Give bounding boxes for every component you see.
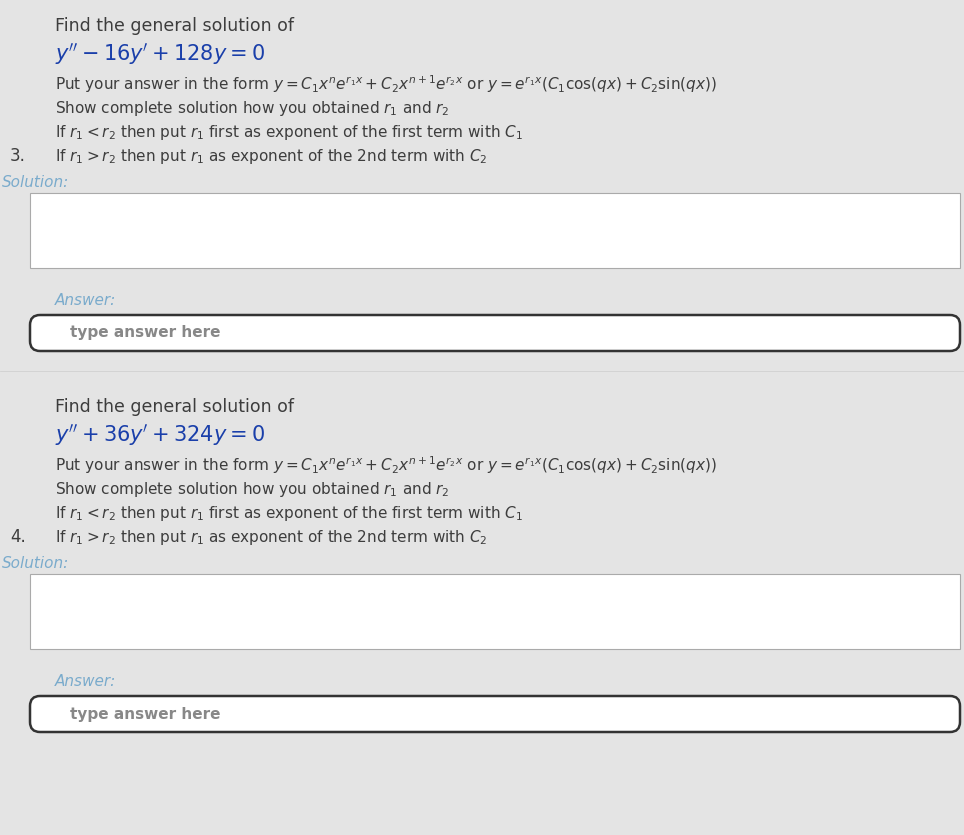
- FancyBboxPatch shape: [30, 574, 960, 649]
- Text: 4.: 4.: [10, 528, 26, 546]
- Text: If $r_1 < r_2$ then put $r_1$ first as exponent of the first term with $C_1$: If $r_1 < r_2$ then put $r_1$ first as e…: [55, 123, 523, 142]
- Text: If $r_1 > r_2$ then put $r_1$ as exponent of the 2nd term with $C_2$: If $r_1 > r_2$ then put $r_1$ as exponen…: [55, 528, 488, 547]
- FancyBboxPatch shape: [30, 696, 960, 732]
- Text: Find the general solution of: Find the general solution of: [55, 398, 294, 416]
- Text: 3.: 3.: [10, 147, 26, 165]
- FancyBboxPatch shape: [30, 315, 960, 351]
- Text: Put your answer in the form $y = C_1 x^{n} e^{r_1 x} + C_2 x^{n+1} e^{r_2 x}$ or: Put your answer in the form $y = C_1 x^{…: [55, 73, 717, 94]
- Text: If $r_1 > r_2$ then put $r_1$ as exponent of the 2nd term with $C_2$: If $r_1 > r_2$ then put $r_1$ as exponen…: [55, 147, 488, 166]
- Text: Put your answer in the form $y = C_1 x^{n} e^{r_1 x} + C_2 x^{n+1} e^{r_2 x}$ or: Put your answer in the form $y = C_1 x^{…: [55, 454, 717, 476]
- Text: Solution:: Solution:: [2, 175, 69, 190]
- Text: If $r_1 < r_2$ then put $r_1$ first as exponent of the first term with $C_1$: If $r_1 < r_2$ then put $r_1$ first as e…: [55, 504, 523, 523]
- Text: Answer:: Answer:: [55, 674, 117, 689]
- Text: type answer here: type answer here: [70, 326, 221, 341]
- Text: Solution:: Solution:: [2, 556, 69, 571]
- Text: Find the general solution of: Find the general solution of: [55, 17, 294, 35]
- Text: $y'' - 16y' + 128y = 0$: $y'' - 16y' + 128y = 0$: [55, 41, 265, 67]
- Text: $y'' + 36y' + 324y = 0$: $y'' + 36y' + 324y = 0$: [55, 422, 265, 448]
- Text: Show complete solution how you obtained $r_1$ and $r_2$: Show complete solution how you obtained …: [55, 480, 449, 499]
- Text: Show complete solution how you obtained $r_1$ and $r_2$: Show complete solution how you obtained …: [55, 99, 449, 118]
- Text: type answer here: type answer here: [70, 706, 221, 721]
- FancyBboxPatch shape: [30, 193, 960, 268]
- Text: Answer:: Answer:: [55, 293, 117, 308]
